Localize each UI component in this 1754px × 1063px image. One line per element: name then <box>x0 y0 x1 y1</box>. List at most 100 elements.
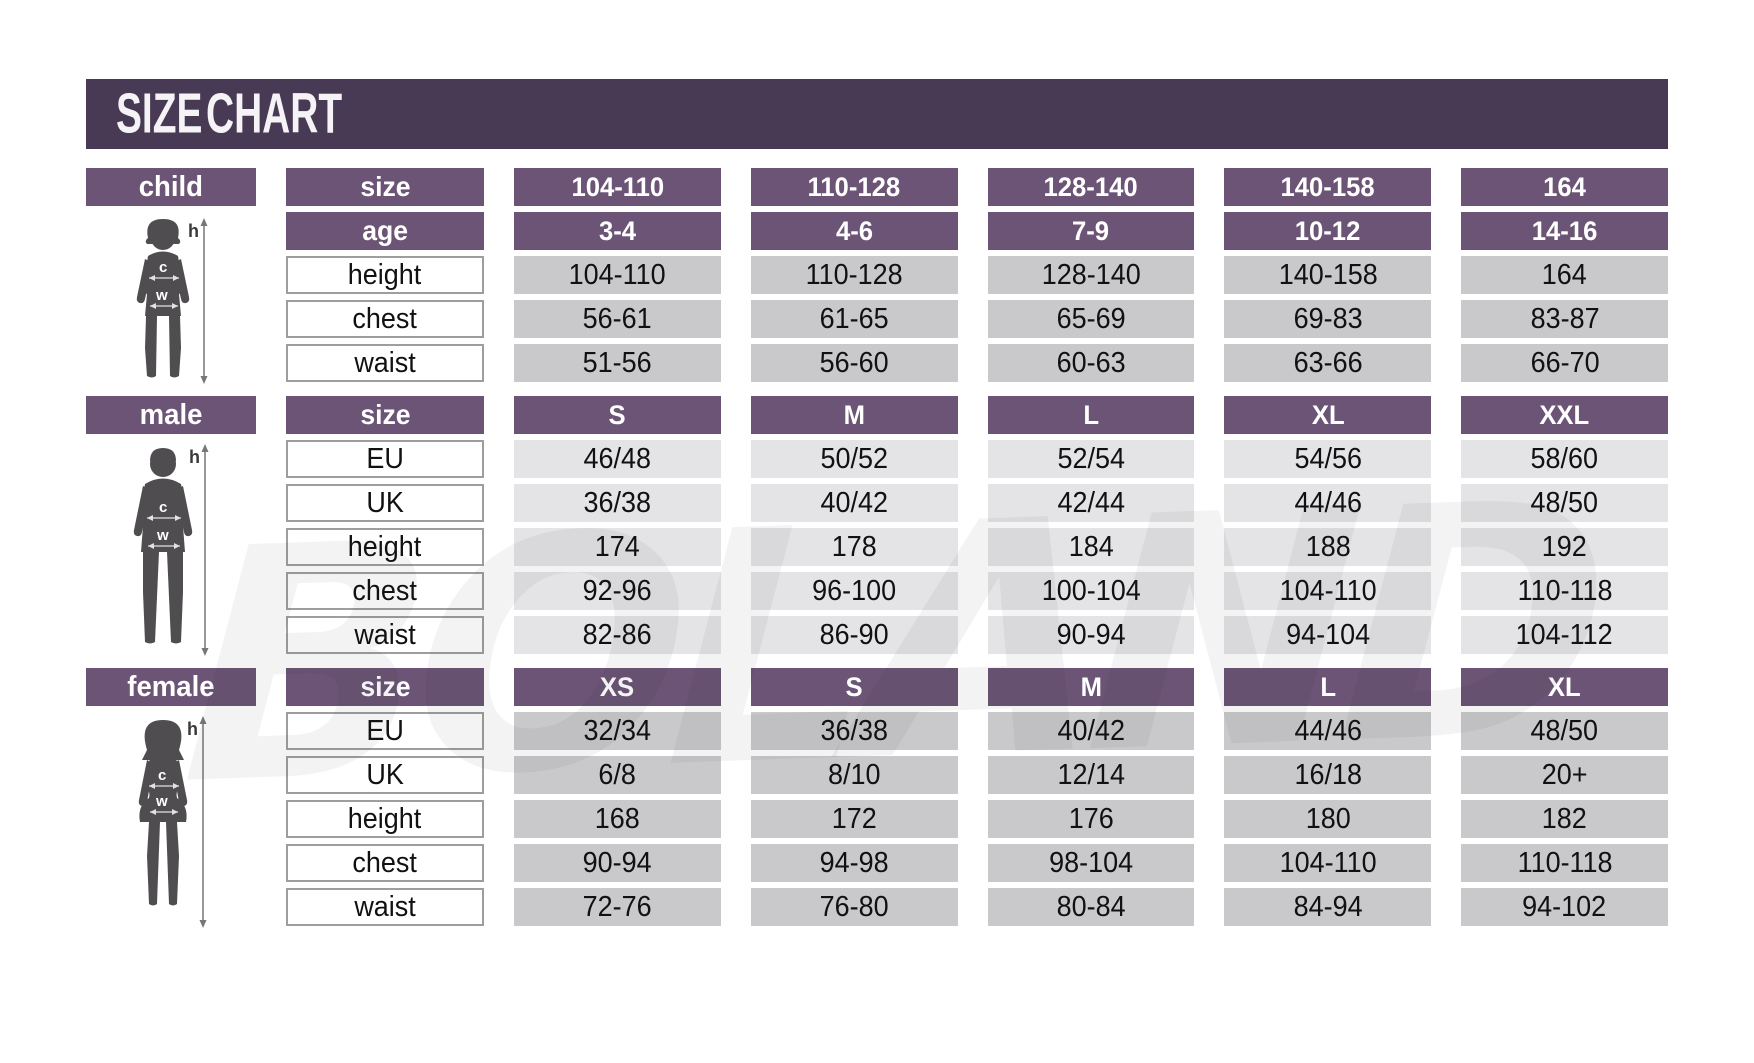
cell-text: 40/42 <box>1057 714 1125 747</box>
cell-text: 104-110 <box>1279 574 1377 607</box>
cell-text: XXL <box>1539 399 1590 430</box>
row-label-waist: waist <box>286 344 484 382</box>
column-header-cell: 7-9 <box>987 212 1195 250</box>
row-label-UK: UK <box>286 484 484 522</box>
cell-text: 164 <box>1543 171 1586 202</box>
value-cell: 176 <box>987 800 1195 838</box>
cell-text: 110-128 <box>805 258 903 291</box>
section-label-male: male <box>86 396 256 434</box>
cell-text: 140-158 <box>1278 258 1378 291</box>
cell-text: 12/14 <box>1057 758 1125 791</box>
column-header-cell: 164 <box>1461 168 1668 206</box>
value-cell: 178 <box>750 528 958 566</box>
title-banner: SIZE CHART <box>86 79 1668 149</box>
value-cell: 140-158 <box>1224 256 1432 294</box>
value-cell: 174 <box>514 528 721 566</box>
column-header-cell: M <box>750 396 958 434</box>
value-cell: 172 <box>750 800 958 838</box>
column-header-cell: XL <box>1461 668 1668 706</box>
value-cell: 180 <box>1224 800 1432 838</box>
cell-text: 44/46 <box>1294 714 1362 747</box>
value-cell: 104-112 <box>1461 616 1668 654</box>
cell-text: XS <box>600 671 635 702</box>
height-letter: h <box>188 221 199 241</box>
value-cell: 94-98 <box>750 844 958 882</box>
cell-text: 104-110 <box>1279 846 1377 879</box>
male-figure: h c w <box>86 440 256 656</box>
cell-text: 52/54 <box>1057 442 1125 475</box>
row-label-text: chest <box>352 846 418 879</box>
row-label-chest: chest <box>286 844 484 882</box>
cell-text: 16/18 <box>1294 758 1362 791</box>
cell-text: S <box>845 671 863 702</box>
cell-text: 104-110 <box>568 258 666 291</box>
cell-text: L <box>1319 671 1336 702</box>
value-cell: 94-104 <box>1224 616 1432 654</box>
row-label-text: height <box>348 802 422 835</box>
cell-text: 65-69 <box>1056 302 1126 335</box>
child-silhouette: h c w <box>136 218 208 384</box>
column-header-cell: XL <box>1224 396 1432 434</box>
cell-text: 3-4 <box>598 215 636 246</box>
cell-text: 94-102 <box>1522 890 1607 923</box>
row-label-waist: waist <box>286 888 484 926</box>
value-cell: 76-80 <box>750 888 958 926</box>
waist-letter: w <box>155 793 168 810</box>
value-cell: 12/14 <box>987 756 1195 794</box>
value-cell: 182 <box>1461 800 1668 838</box>
cell-text: 60-63 <box>1056 346 1126 379</box>
waist-letter: w <box>155 287 168 304</box>
row-label-EU: EU <box>286 440 484 478</box>
cell-text: 76-80 <box>819 890 889 923</box>
cell-text: 104-110 <box>571 171 664 202</box>
cell-text: 7-9 <box>1072 215 1110 246</box>
value-cell: 48/50 <box>1461 712 1668 750</box>
cell-text: 4-6 <box>835 215 873 246</box>
cell-text: 180 <box>1305 802 1351 835</box>
column-header-cell: S <box>750 668 958 706</box>
cell-text: 176 <box>1068 802 1114 835</box>
cell-text: 86-90 <box>819 618 889 651</box>
value-cell: 60-63 <box>987 344 1195 382</box>
cell-text: 58/60 <box>1530 442 1599 475</box>
cell-text: 46/48 <box>583 442 652 475</box>
cell-text: 94-98 <box>819 846 889 879</box>
height-letter: h <box>187 719 198 739</box>
value-cell: 56-61 <box>514 300 721 338</box>
column-header-cell: 140-158 <box>1224 168 1432 206</box>
cell-text: 128-140 <box>1043 171 1139 202</box>
column-header-cell: L <box>987 396 1195 434</box>
cell-text: 50/52 <box>820 442 888 475</box>
value-cell: 192 <box>1461 528 1668 566</box>
column-header-cell: 4-6 <box>750 212 958 250</box>
row-label-chest: chest <box>286 572 484 610</box>
cell-text: 42/44 <box>1057 486 1125 519</box>
cell-text: 90-94 <box>1056 618 1126 651</box>
row-label-text: height <box>348 258 422 291</box>
value-cell: 40/42 <box>987 712 1195 750</box>
value-cell: 66-70 <box>1461 344 1668 382</box>
column-header-cell: L <box>1224 668 1432 706</box>
value-cell: 42/44 <box>987 484 1195 522</box>
cell-text: 48/50 <box>1530 486 1599 519</box>
cell-text: XL <box>1548 671 1581 702</box>
height-letter: h <box>189 447 200 467</box>
female-figure: h c w <box>86 712 256 928</box>
value-cell: 83-87 <box>1461 300 1668 338</box>
row-label-text: size <box>359 671 411 702</box>
cell-text: 36/38 <box>820 714 888 747</box>
cell-text: 72-76 <box>582 890 652 923</box>
size-chart-table: child h c w size 104-110 110-128 128-140 140… <box>86 168 1668 940</box>
column-header-cell: 110-128 <box>750 168 958 206</box>
cell-text: S <box>608 399 626 430</box>
cell-text: 188 <box>1305 530 1351 563</box>
cell-text: 100-104 <box>1041 574 1141 607</box>
value-cell: 52/54 <box>987 440 1195 478</box>
page-title: SIZE CHART <box>116 82 343 146</box>
cell-text: 66-70 <box>1530 346 1600 379</box>
value-cell: 40/42 <box>750 484 958 522</box>
row-label-text: waist <box>354 618 416 651</box>
column-header-cell: 10-12 <box>1224 212 1432 250</box>
cell-text: 56-60 <box>819 346 889 379</box>
cell-text: 14-16 <box>1531 215 1598 246</box>
